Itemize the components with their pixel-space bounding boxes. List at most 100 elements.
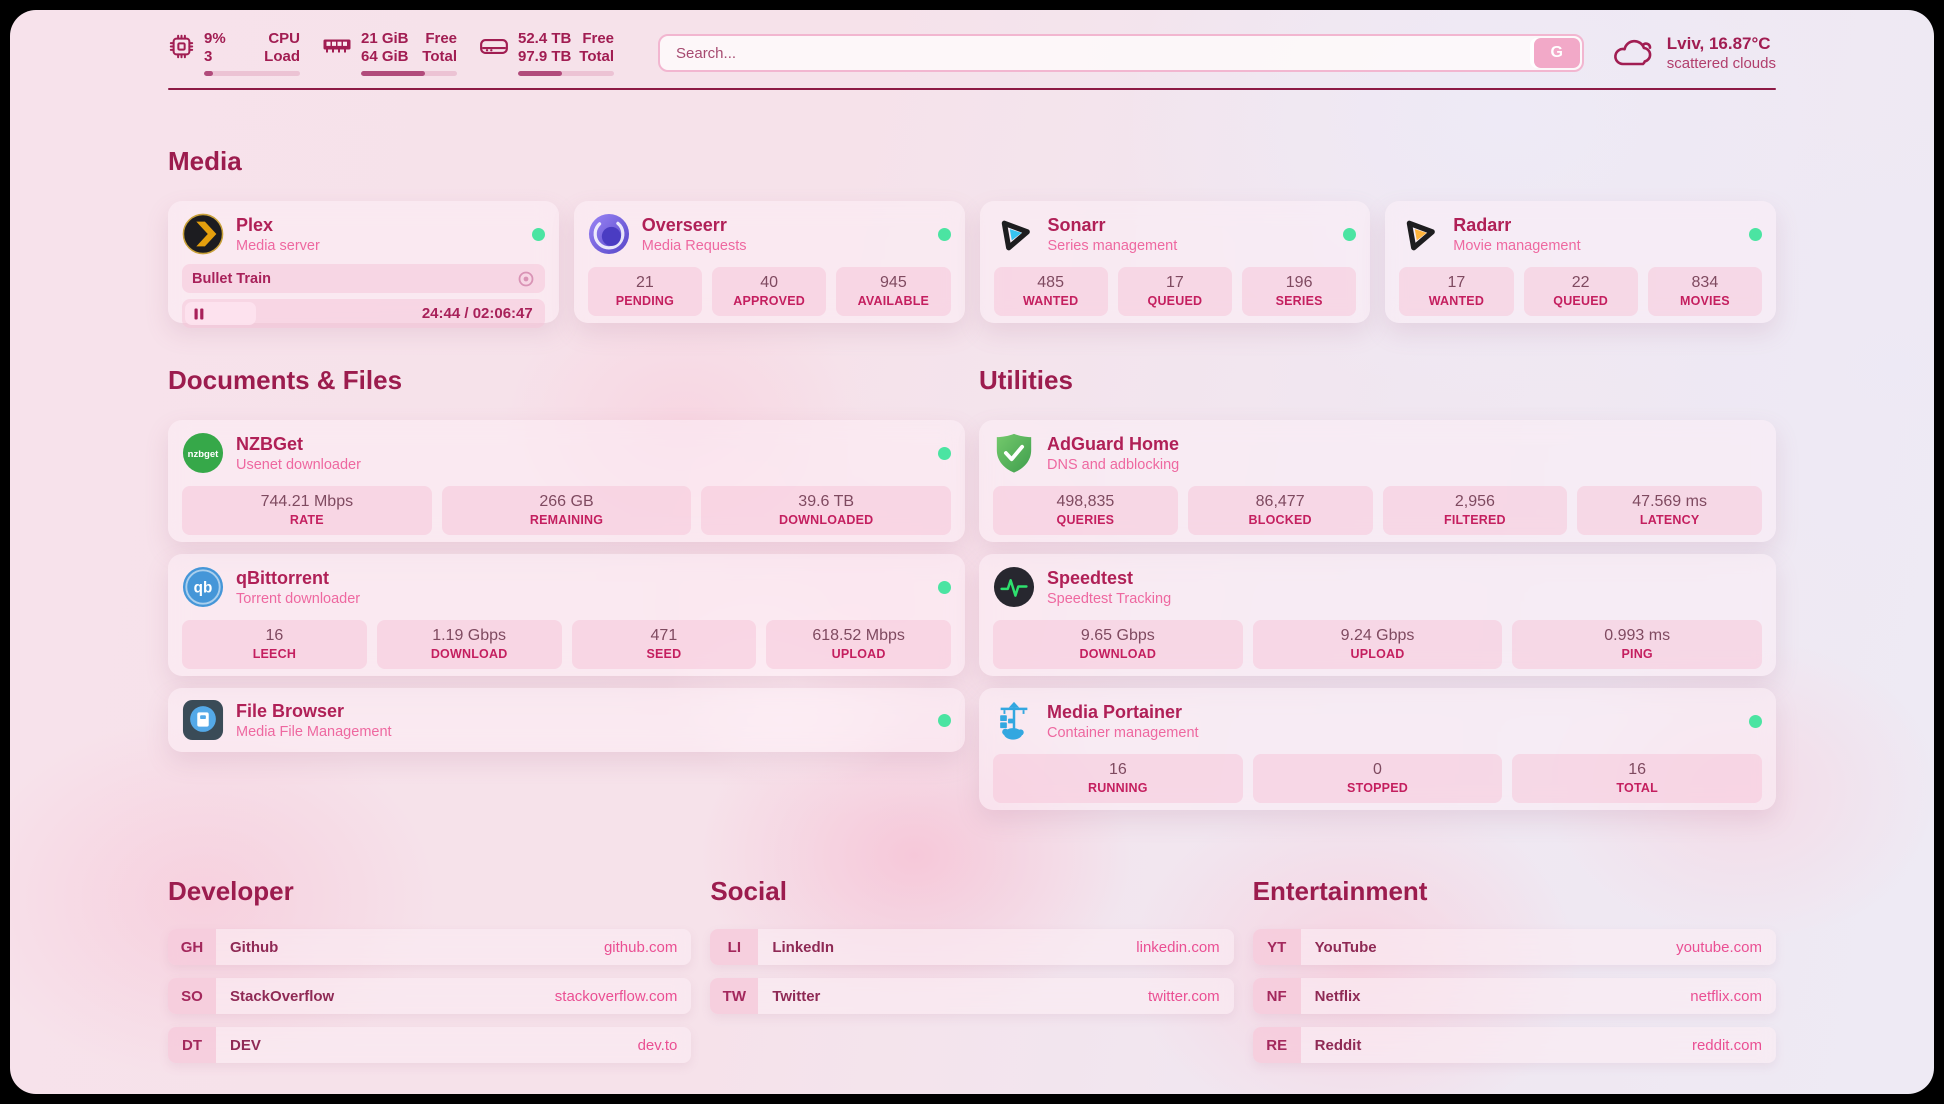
link-url: youtube.com xyxy=(1676,938,1762,956)
link-linkedin[interactable]: LI LinkedIn linkedin.com xyxy=(710,929,1234,965)
stat-blocked: 86,477 BLOCKED xyxy=(1187,486,1373,535)
filebrowser-icon xyxy=(182,699,224,741)
disk-progress xyxy=(518,71,614,76)
app-subtitle-radarr: Movie management xyxy=(1453,237,1581,254)
link-abbr: NF xyxy=(1252,978,1301,1014)
stat-queued: 17 QUEUED xyxy=(1117,267,1232,316)
link-abbr: SO xyxy=(168,978,216,1014)
card-portainer[interactable]: Media Portainer Container management 16 … xyxy=(979,688,1776,810)
link-github[interactable]: GH Github github.com xyxy=(168,929,692,965)
stat-filtered: 2,956 FILTERED xyxy=(1382,486,1568,535)
app-title-portainer: Media Portainer xyxy=(1047,701,1183,722)
weather-location-temp: Lviv, 16.87°C xyxy=(1666,34,1771,53)
disk-progress-fill xyxy=(518,71,563,76)
video-session-icon xyxy=(518,271,534,286)
app-subtitle-speedtest: Speedtest Tracking xyxy=(1047,590,1172,607)
stat-total: 16 TOTAL xyxy=(1512,754,1763,803)
link-reddit[interactable]: RE Reddit reddit.com xyxy=(1252,1027,1776,1063)
card-radarr[interactable]: Radarr Movie management 17 WANTED 22 QUE… xyxy=(1385,201,1776,323)
section-documents: Documents & Files nzbget NZBGet Usenet d… xyxy=(168,365,965,822)
link-dev[interactable]: DT DEV dev.to xyxy=(168,1027,692,1063)
search-bar: G xyxy=(658,34,1584,72)
now-playing-row: Bullet Train xyxy=(182,264,545,293)
stat-latency: 47.569 ms LATENCY xyxy=(1577,486,1762,535)
cloud-icon xyxy=(1613,39,1652,66)
stat-running: 16 RUNNING xyxy=(993,754,1243,803)
sonarr-icon xyxy=(1001,220,1030,251)
pause-icon xyxy=(194,308,204,319)
nzbget-icon: nzbget xyxy=(182,432,224,474)
app-title-adguard: AdGuard Home xyxy=(1047,433,1180,454)
stat-approved: 40 APPROVED xyxy=(712,267,827,316)
memory-progress-fill xyxy=(361,71,426,76)
card-filebrowser[interactable]: File Browser Media File Management xyxy=(168,688,965,752)
qbittorrent-icon: qb xyxy=(182,566,224,608)
link-stackoverflow[interactable]: SO StackOverflow stackoverflow.com xyxy=(168,978,692,1014)
stat-remaining: 266 GB REMAINING xyxy=(441,486,692,535)
stat-available: 945 AVAILABLE xyxy=(836,267,951,316)
card-overseerr[interactable]: Overseerr Media Requests 21 PENDING 40 A… xyxy=(573,201,965,323)
section-title-developer: Developer xyxy=(168,876,294,906)
link-url: twitter.com xyxy=(1147,987,1220,1005)
weather-condition: scattered clouds xyxy=(1666,55,1776,72)
link-abbr: RE xyxy=(1252,1027,1301,1063)
status-dot xyxy=(1749,227,1762,241)
stat-download: 1.19 Gbps DOWNLOAD xyxy=(376,620,562,669)
stat-series: 196 SERIES xyxy=(1242,267,1357,316)
search-input[interactable] xyxy=(658,34,1584,72)
status-dot xyxy=(938,580,951,594)
card-speedtest[interactable]: Speedtest Speedtest Tracking 9.65 Gbps D… xyxy=(979,554,1776,676)
stat-wanted: 17 WANTED xyxy=(1399,267,1514,316)
section-title-media: Media xyxy=(168,146,242,176)
memory-widget: 21 GiB Free 64 GiB Total xyxy=(322,30,457,76)
section-media: Media Plex Media server Bullet Train xyxy=(168,146,1776,328)
app-title-filebrowser: File Browser xyxy=(236,700,345,721)
memory-total-value: 64 GiB xyxy=(361,48,409,65)
cpu-progress xyxy=(204,71,300,76)
card-qbittorrent[interactable]: qb qBittorrent Torrent downloader 16 LEE… xyxy=(168,554,965,676)
link-twitter[interactable]: TW Twitter twitter.com xyxy=(710,978,1234,1014)
top-bar: 9% CPU 3 Load xyxy=(168,10,1776,76)
section-title-documents: Documents & Files xyxy=(168,365,403,395)
status-dot xyxy=(938,713,951,727)
disk-total-label: Total xyxy=(579,48,614,65)
stat-download: 9.65 Gbps DOWNLOAD xyxy=(993,620,1243,669)
link-url: linkedin.com xyxy=(1136,938,1220,956)
app-subtitle-sonarr: Series management xyxy=(1047,237,1178,254)
link-youtube[interactable]: YT YouTube youtube.com xyxy=(1252,929,1776,965)
cpu-load-value: 3 xyxy=(204,48,213,65)
stat-stopped: 0 STOPPED xyxy=(1252,754,1503,803)
stat-queries: 498,835 QUERIES xyxy=(993,486,1178,535)
link-abbr: LI xyxy=(710,929,759,965)
card-plex[interactable]: Plex Media server Bullet Train xyxy=(168,201,559,328)
app-subtitle-adguard: DNS and adblocking xyxy=(1047,456,1180,473)
memory-free-value: 21 GiB xyxy=(361,30,409,47)
portainer-icon xyxy=(1000,701,1028,740)
cpu-load-label: Load xyxy=(264,48,300,65)
link-url: stackoverflow.com xyxy=(554,987,678,1005)
card-nzbget[interactable]: nzbget NZBGet Usenet downloader 744.21 M… xyxy=(168,420,965,542)
playback-progress-bar[interactable]: 24:44 / 02:06:47 xyxy=(182,299,545,328)
status-dot xyxy=(937,227,951,241)
card-adguard[interactable]: AdGuard Home DNS and adblocking 498,835 … xyxy=(979,420,1776,542)
card-sonarr[interactable]: Sonarr Series management 485 WANTED 17 Q… xyxy=(979,201,1371,323)
section-title-entertainment: Entertainment xyxy=(1252,876,1428,906)
link-name: Reddit xyxy=(1314,1036,1362,1054)
weather-widget[interactable]: Lviv, 16.87°C scattered clouds xyxy=(1612,33,1776,73)
app-title-overseerr: Overseerr xyxy=(641,214,727,235)
status-dot xyxy=(1343,227,1357,241)
stat-wanted: 485 WANTED xyxy=(993,267,1108,316)
stat-seed: 471 SEED xyxy=(571,620,757,669)
radarr-icon xyxy=(1407,220,1436,251)
disk-icon xyxy=(480,39,508,54)
link-netflix[interactable]: NF Netflix netflix.com xyxy=(1252,978,1776,1014)
search-engine-button[interactable]: G xyxy=(1533,38,1580,68)
stat-leech: 16 LEECH xyxy=(182,620,367,669)
section-developer: Developer GH Github github.com SO StackO… xyxy=(168,876,692,1076)
stat-upload: 9.24 Gbps UPLOAD xyxy=(1252,620,1503,669)
disk-free-label: Free xyxy=(582,30,614,47)
overseerr-icon xyxy=(588,213,629,255)
app-title-speedtest: Speedtest xyxy=(1047,567,1134,588)
app-title-nzbget: NZBGet xyxy=(236,433,303,454)
adguard-icon xyxy=(996,433,1032,473)
